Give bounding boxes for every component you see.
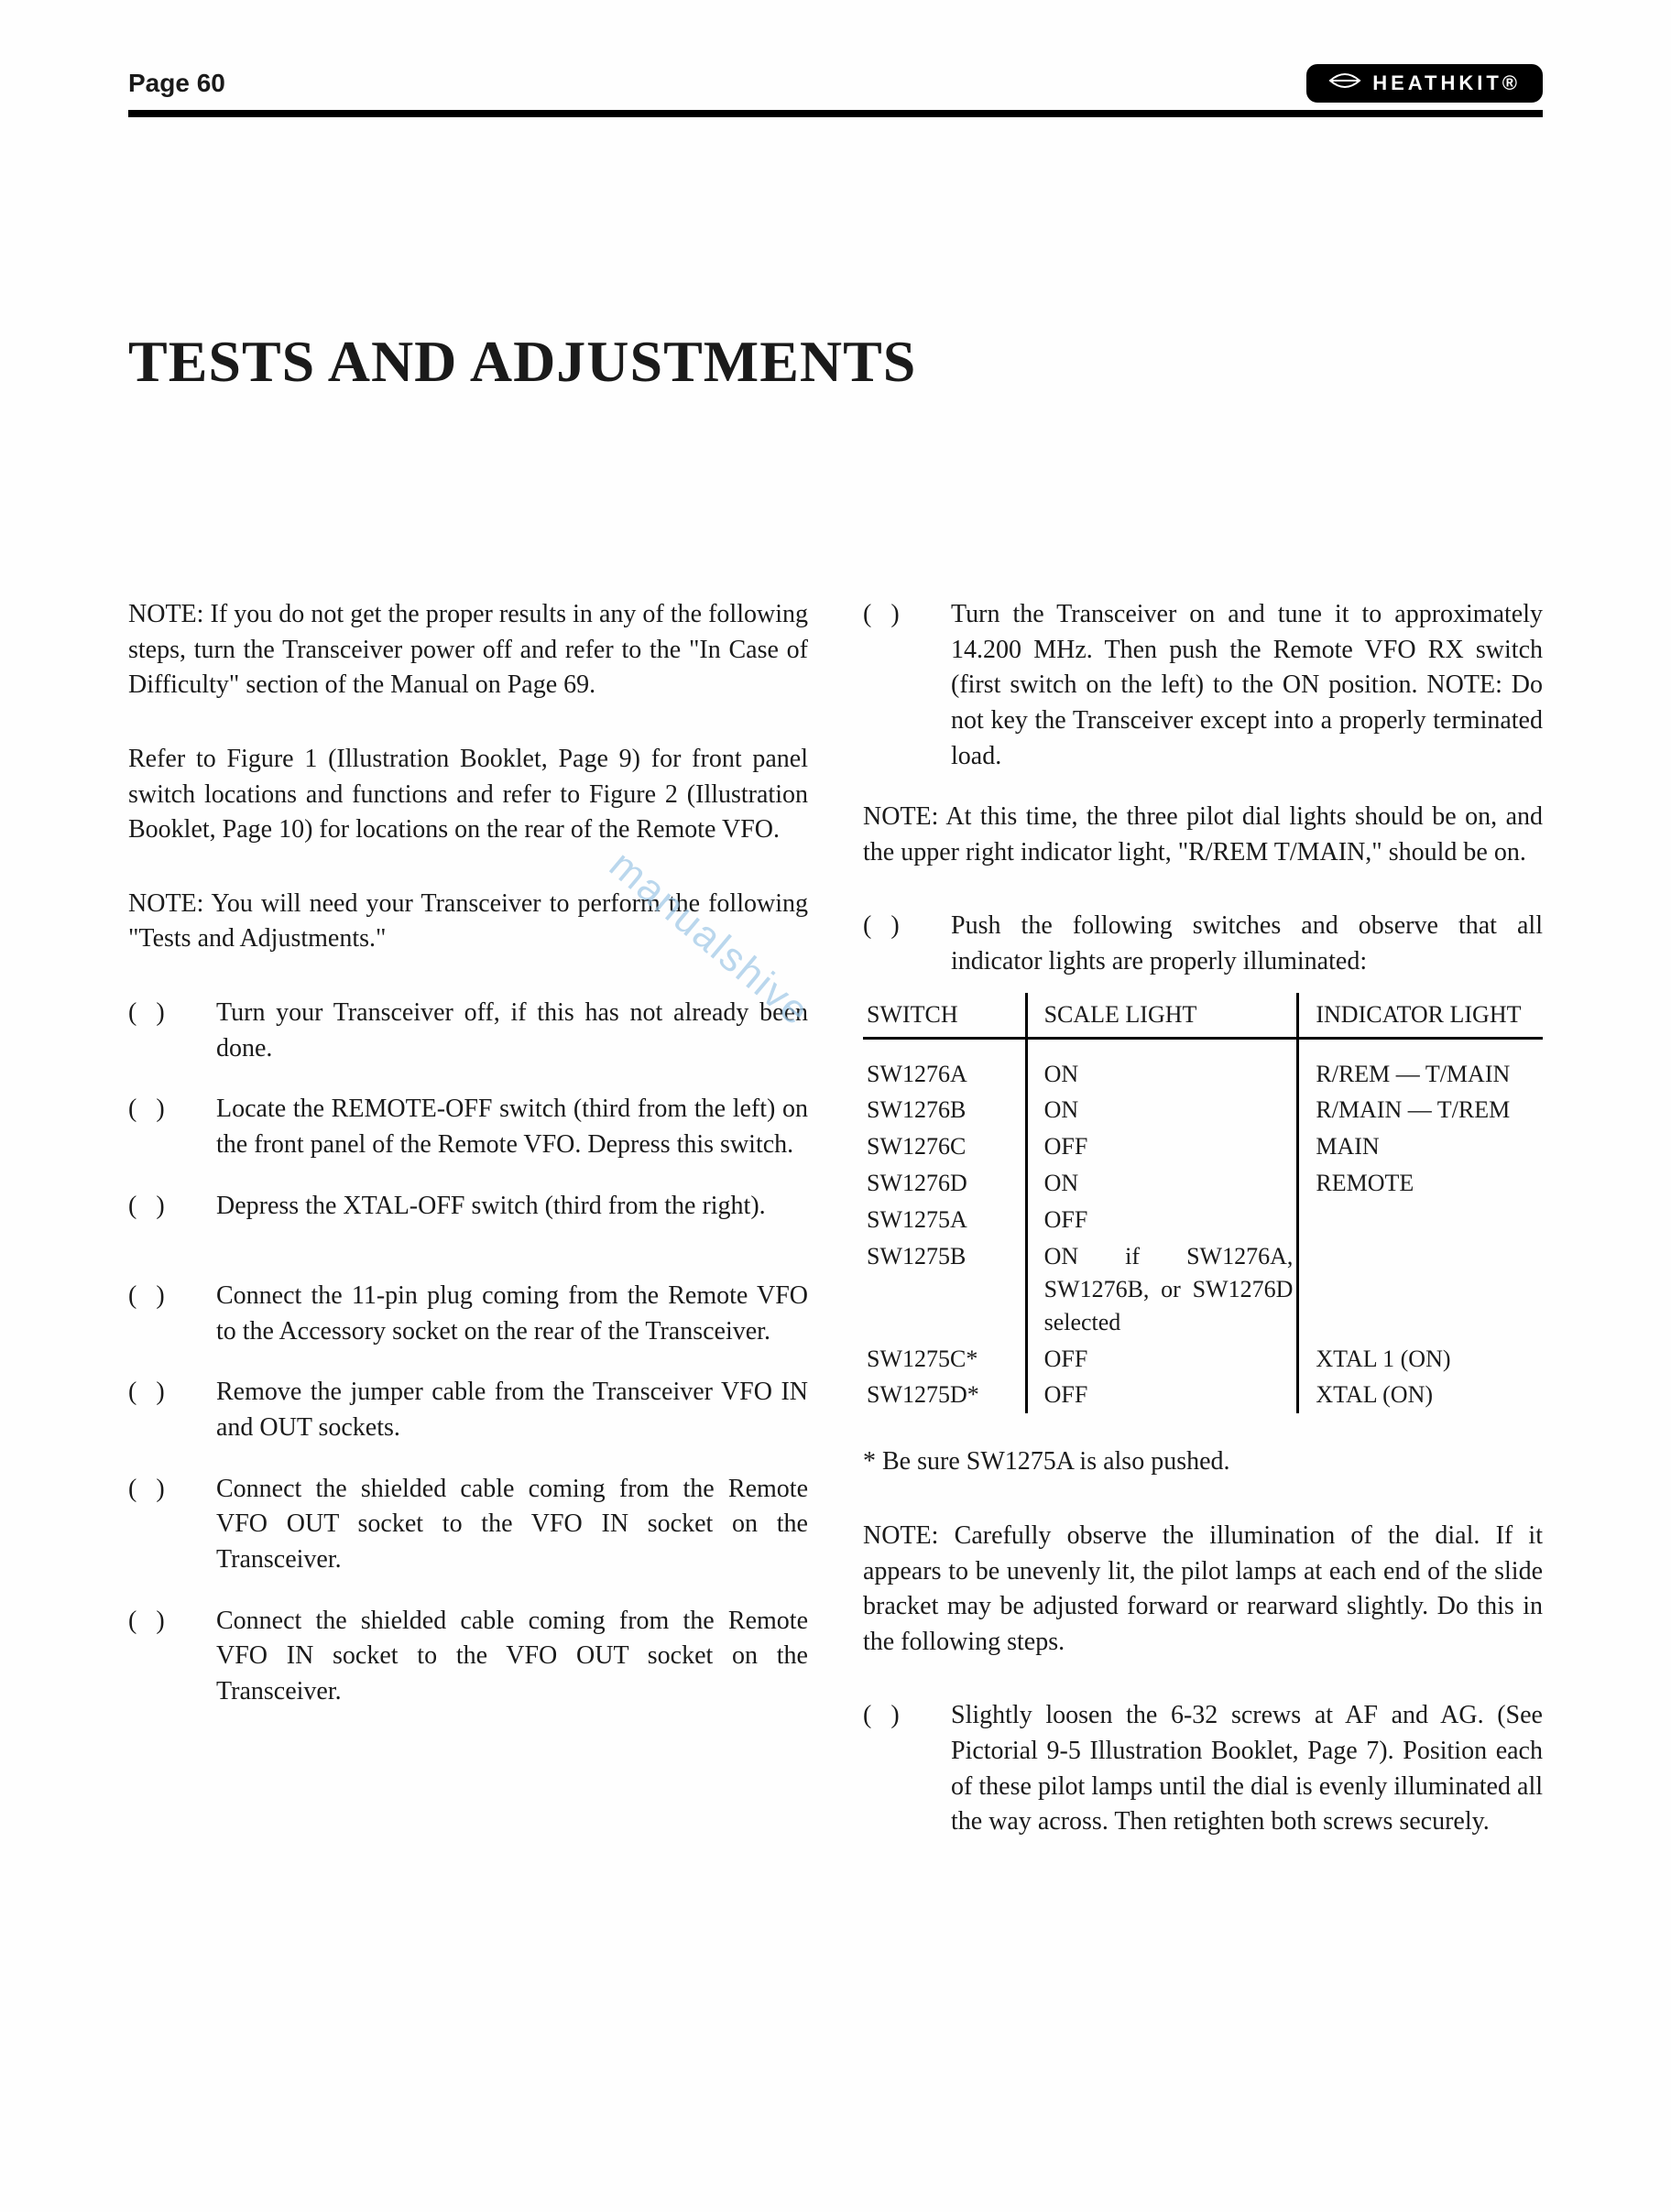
check-text: Locate the REMOTE-OFF switch (third from… (216, 1092, 808, 1162)
table-row: SW1275B ON if SW1276A, SW1276B, or SW127… (863, 1238, 1543, 1341)
cell: SW1276B (863, 1092, 1026, 1128)
logo-swoosh-icon (1328, 71, 1361, 95)
th-switch: SWITCH (863, 993, 1026, 1038)
page-number-label: Page 60 (128, 69, 225, 98)
check-item: ( ) Connect the 11-pin plug coming from … (128, 1279, 808, 1349)
right-column: ( ) Turn the Transceiver on and tune it … (863, 597, 1543, 1866)
switch-table: SWITCH SCALE LIGHT INDICATOR LIGHT SW127… (863, 993, 1543, 1414)
table-row: SW1275A OFF (863, 1202, 1543, 1238)
cell: ON (1026, 1092, 1298, 1128)
cell: XTAL (ON) (1298, 1377, 1543, 1413)
cell: OFF (1026, 1202, 1298, 1238)
cell: ON if SW1276A, SW1276B, or SW1276D selec… (1026, 1238, 1298, 1341)
left-column: NOTE: If you do not get the proper resul… (128, 597, 808, 1866)
check-item: ( ) Depress the XTAL-OFF switch (third f… (128, 1189, 808, 1225)
th-scale: SCALE LIGHT (1026, 993, 1298, 1038)
heathkit-logo: HEATHKIT® (1306, 64, 1543, 103)
check-text: Slightly loosen the 6-32 screws at AF an… (951, 1698, 1543, 1840)
cell (1298, 1202, 1543, 1238)
check-item: ( ) Push the following switches and obse… (863, 909, 1543, 979)
check-item: ( ) Connect the shielded cable coming fr… (128, 1604, 808, 1710)
check-item: ( ) Turn your Transceiver off, if this h… (128, 996, 808, 1066)
content-columns: NOTE: If you do not get the proper resul… (128, 597, 1543, 1866)
checkbox-parens: ( ) (128, 1092, 194, 1162)
table-header-row: SWITCH SCALE LIGHT INDICATOR LIGHT (863, 993, 1543, 1038)
cell: SW1276C (863, 1128, 1026, 1165)
cell: OFF (1026, 1341, 1298, 1378)
check-text: Remove the jumper cable from the Transce… (216, 1375, 808, 1445)
check-text: Turn your Transceiver off, if this has n… (216, 996, 808, 1066)
cell: SW1275A (863, 1202, 1026, 1238)
table-footnote: * Be sure SW1275A is also pushed. (863, 1444, 1543, 1480)
page: manualshive Page 60 HEATHKIT® TESTS AND … (0, 0, 1671, 2212)
cell: SW1276A (863, 1056, 1026, 1093)
table-row: SW1275C* OFF XTAL 1 (ON) (863, 1341, 1543, 1378)
check-text: Turn the Transceiver on and tune it to a… (951, 597, 1543, 774)
check-item: ( ) Turn the Transceiver on and tune it … (863, 597, 1543, 774)
table-row: SW1276B ON R/MAIN — T/REM (863, 1092, 1543, 1128)
table-row: SW1276C OFF MAIN (863, 1128, 1543, 1165)
cell: REMOTE (1298, 1165, 1543, 1202)
right-note-1: NOTE: At this time, the three pilot dial… (863, 800, 1543, 870)
table-row: SW1276D ON REMOTE (863, 1165, 1543, 1202)
check-text: Depress the XTAL-OFF switch (third from … (216, 1189, 808, 1225)
table-row: SW1276A ON R/REM — T/MAIN (863, 1056, 1543, 1093)
check-text: Connect the shielded cable coming from t… (216, 1472, 808, 1578)
table-row: SW1275D* OFF XTAL (ON) (863, 1377, 1543, 1413)
cell: SW1275D* (863, 1377, 1026, 1413)
header-rule (128, 110, 1543, 117)
check-text: Connect the shielded cable coming from t… (216, 1604, 808, 1710)
cell (1298, 1238, 1543, 1341)
left-para-2: Refer to Figure 1 (Illustration Booklet,… (128, 742, 808, 848)
left-para-3: NOTE: You will need your Transceiver to … (128, 887, 808, 957)
check-item: ( ) Connect the shielded cable coming fr… (128, 1472, 808, 1578)
page-title: TESTS AND ADJUSTMENTS (128, 328, 1543, 396)
checkbox-parens: ( ) (863, 597, 929, 774)
cell: OFF (1026, 1377, 1298, 1413)
cell: ON (1026, 1165, 1298, 1202)
checkbox-parens: ( ) (863, 909, 929, 979)
check-text: Push the following switches and observe … (951, 909, 1543, 979)
cell: R/REM — T/MAIN (1298, 1056, 1543, 1093)
check-item: ( ) Remove the jumper cable from the Tra… (128, 1375, 808, 1445)
cell: XTAL 1 (ON) (1298, 1341, 1543, 1378)
cell: SW1275C* (863, 1341, 1026, 1378)
checkbox-parens: ( ) (128, 1375, 194, 1445)
check-item: ( ) Locate the REMOTE-OFF switch (third … (128, 1092, 808, 1162)
right-note-2: NOTE: Carefully observe the illumination… (863, 1519, 1543, 1661)
check-text: Connect the 11-pin plug coming from the … (216, 1279, 808, 1349)
checkbox-parens: ( ) (128, 1189, 194, 1225)
checkbox-parens: ( ) (128, 1604, 194, 1710)
th-indicator: INDICATOR LIGHT (1298, 993, 1543, 1038)
check-item: ( ) Slightly loosen the 6-32 screws at A… (863, 1698, 1543, 1840)
cell: SW1276D (863, 1165, 1026, 1202)
cell: SW1275B (863, 1238, 1026, 1341)
cell: R/MAIN — T/REM (1298, 1092, 1543, 1128)
header-row: Page 60 HEATHKIT® (128, 64, 1543, 103)
logo-text: HEATHKIT® (1372, 71, 1521, 95)
checkbox-parens: ( ) (128, 1279, 194, 1349)
cell: ON (1026, 1056, 1298, 1093)
checkbox-parens: ( ) (128, 1472, 194, 1578)
left-para-1: NOTE: If you do not get the proper resul… (128, 597, 808, 703)
cell: OFF (1026, 1128, 1298, 1165)
cell: MAIN (1298, 1128, 1543, 1165)
checkbox-parens: ( ) (128, 996, 194, 1066)
checkbox-parens: ( ) (863, 1698, 929, 1840)
